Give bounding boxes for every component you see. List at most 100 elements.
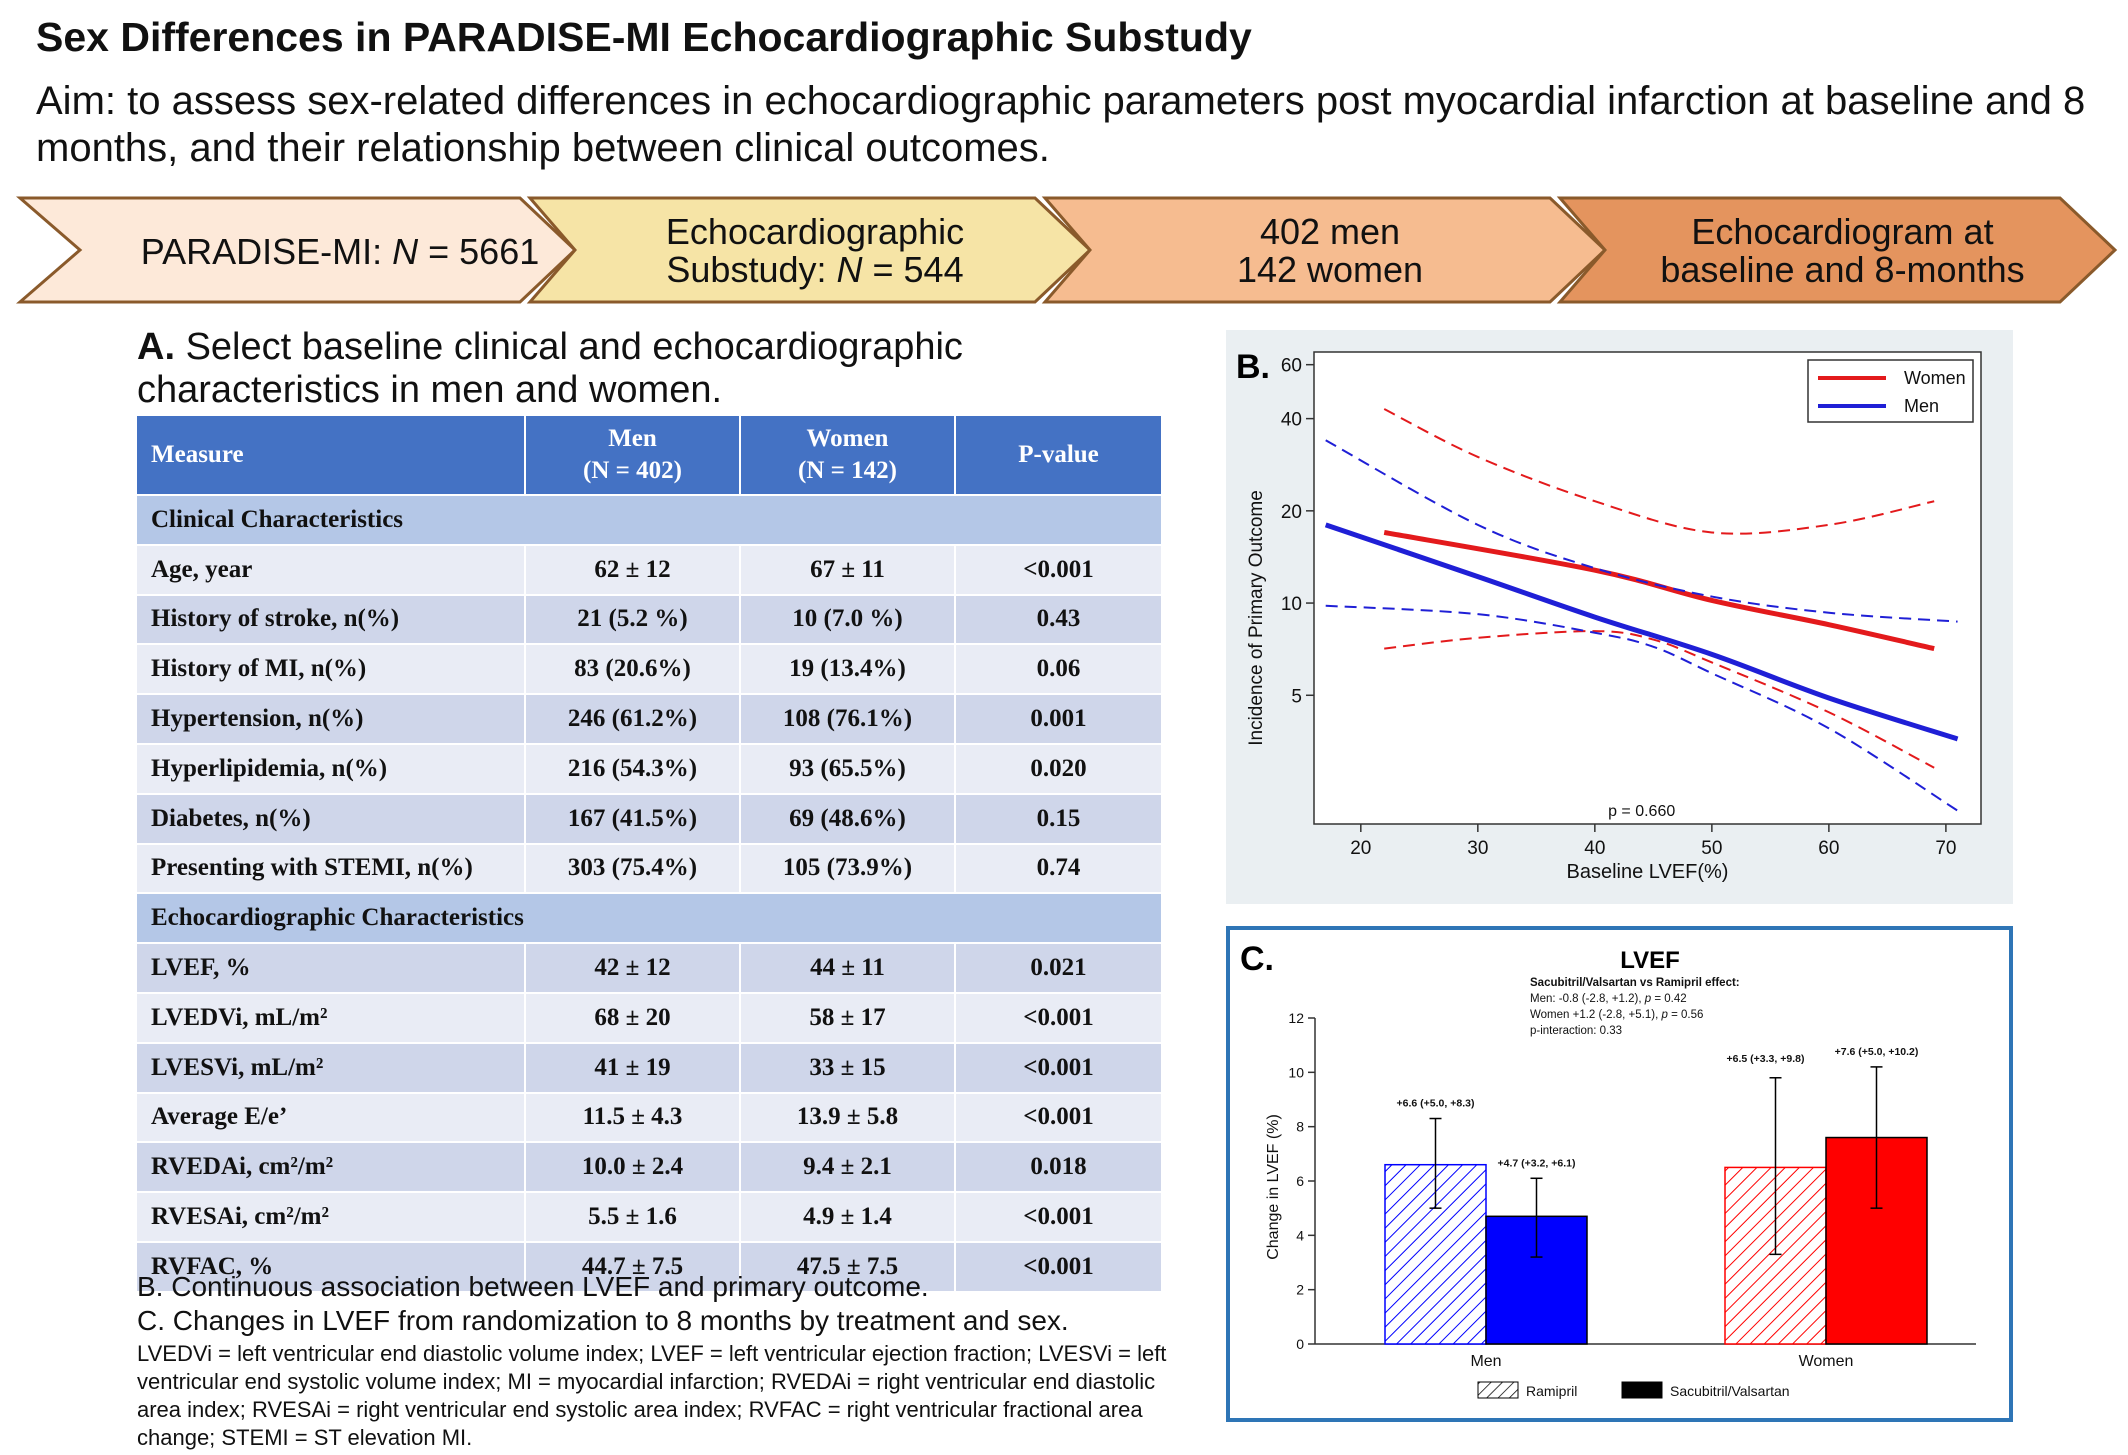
ci-line-lower-ci	[1325, 604, 1959, 812]
x-axis-label: Baseline LVEF(%)	[1567, 861, 1729, 883]
cell-p-value: <0.001	[955, 1240, 1161, 1291]
panel-c: C. LVEF Sacubitril/Valsartan vs Ramipril e…	[1226, 926, 2013, 1422]
panel-c-letter: C.	[1240, 940, 1274, 978]
flow-step-1: PARADISE-MI: N = 5661	[15, 196, 578, 304]
flow-step-text: 142 women	[1237, 249, 1423, 290]
note-panel-b: B. Continuous association between LVEF a…	[137, 1271, 929, 1302]
x-tick-label: 20	[1350, 838, 1371, 859]
cell-women: 19 (13.4%)	[740, 643, 956, 695]
category-label: Women	[1799, 1353, 1854, 1370]
cell-measure: RVESAi, cm²/m²	[137, 1191, 526, 1242]
cell-men: 216 (54.3%)	[525, 742, 741, 794]
y-tick-label: 0	[1296, 1336, 1304, 1352]
y-tick-label: 12	[1288, 1010, 1304, 1026]
cell-measure: Age, year	[137, 543, 526, 595]
table-row: RVESAi, cm²/m² 5.5 ± 1.6 4.9 ± 1.4 <0.001	[137, 1191, 1161, 1242]
cell-men: 44.7 ± 7.5	[525, 1240, 741, 1291]
cell-p-value: 0.74	[955, 842, 1161, 894]
table-row: LVESVi, mL/m² 41 ± 19 33 ± 15 <0.001	[137, 1041, 1161, 1093]
cell-women: 58 ± 17	[740, 991, 956, 1043]
effect-summary-line: p-interaction: 0.33	[1530, 1025, 1622, 1037]
error-bar	[1870, 1066, 1883, 1209]
table-row: LVEF, % 42 ± 12 44 ± 11 0.021	[137, 942, 1161, 993]
cell-p-value: <0.001	[955, 991, 1161, 1043]
cell-women: 108 (76.1%)	[740, 693, 956, 744]
y-tick-label: 4	[1296, 1227, 1304, 1243]
series-line-men	[1324, 522, 1959, 742]
cell-women: 69 (48.6%)	[740, 792, 956, 844]
aim-statement: Aim: to assess sex-related differences i…	[36, 79, 2086, 170]
legend-label: Women	[1904, 368, 1966, 388]
panel-a-caption: Select baseline clinical and echocardiog…	[137, 326, 963, 411]
flow-step-text: PARADISE-MI: N = 5661	[141, 231, 540, 272]
cell-women: 33 ± 15	[740, 1041, 956, 1093]
plot-area	[1313, 351, 1982, 825]
figure-notes: B. Continuous association between LVEF a…	[137, 1270, 1177, 1452]
cell-p-value: <0.001	[955, 1091, 1161, 1143]
error-bar	[1769, 1077, 1782, 1256]
cell-women: 47.5 ± 7.5	[740, 1240, 956, 1291]
legend-label: Men	[1904, 396, 1939, 416]
col-women-n: (N = 142)	[798, 457, 897, 484]
cell-men: 41 ± 19	[525, 1041, 741, 1093]
table-row: LVEDVi, mL/m² 68 ± 20 58 ± 17 <0.001	[137, 991, 1161, 1043]
panel-a-letter: A.	[137, 326, 175, 368]
cell-measure: LVESVi, mL/m²	[137, 1041, 526, 1093]
cell-men: 62 ± 12	[525, 543, 741, 595]
table-section-row: Clinical Characteristics	[137, 494, 1161, 545]
legend-label: Ramipril	[1526, 1383, 1577, 1399]
cell-men: 83 (20.6%)	[525, 643, 741, 695]
cell-p-value: <0.001	[955, 543, 1161, 595]
cell-p-value: 0.018	[955, 1141, 1161, 1193]
table-header-row: Measure Men (N = 402) Women (N = 142) P-…	[137, 416, 1161, 495]
x-tick-label: 30	[1467, 838, 1488, 859]
cell-measure: RVEDAi, cm²/m²	[137, 1141, 526, 1193]
section-title: Echocardiographic Characteristics	[137, 892, 1161, 944]
cell-women: 10 (7.0 %)	[740, 593, 956, 645]
legend-swatch	[1477, 1381, 1519, 1399]
cell-men: 11.5 ± 4.3	[525, 1091, 741, 1143]
cell-measure: LVEF, %	[137, 942, 526, 993]
cell-women: 13.9 ± 5.8	[740, 1091, 956, 1143]
col-men-n: (N = 402)	[583, 457, 682, 484]
col-women-label: Women	[806, 425, 889, 452]
lvef-outcome-chart: B. 5 10 20 40 60 20 30 40 50 60 70 Baseline LVEF(%) I…	[1236, 348, 1982, 883]
cell-measure: Hypertension, n(%)	[137, 693, 526, 744]
y-tick-label: 2	[1296, 1282, 1304, 1298]
cell-measure: Average E/e’	[137, 1091, 526, 1143]
y-tick-label: 10	[1288, 1064, 1304, 1080]
characteristics-table: Measure Men (N = 402) Women (N = 142) P-…	[137, 416, 1161, 1291]
table-row: Hyperlipidemia, n(%) 216 (54.3%) 93 (65.5%…	[137, 742, 1161, 794]
ci-line-upper-ci	[1383, 408, 1935, 535]
bar-value-label: +6.6 (+5.0, +8.3)	[1397, 1098, 1475, 1110]
p-value-annotation: p = 0.660	[1608, 803, 1675, 820]
error-bar	[1429, 1117, 1442, 1209]
bar-value-label: +7.6 (+5.0, +10.2)	[1835, 1046, 1919, 1058]
cell-measure: History of stroke, n(%)	[137, 593, 526, 645]
cell-men: 68 ± 20	[525, 991, 741, 1043]
note-panel-c: C. Changes in LVEF from randomization to…	[137, 1305, 1069, 1336]
col-men-label: Men	[608, 425, 657, 452]
error-bar	[1530, 1177, 1543, 1258]
lvef-change-chart: C. LVEF Sacubitril/Valsartan vs Ramipril e…	[1240, 940, 1976, 1399]
infographic-title: Sex Differences in PARADISE-MI Echocardi…	[36, 14, 1252, 60]
table-row: Diabetes, n(%) 167 (41.5%) 69 (48.6%) 0.15	[137, 792, 1161, 844]
cell-men: 42 ± 12	[525, 942, 741, 993]
y-axis-label: Change in LVEF (%)	[1265, 1114, 1282, 1260]
cell-measure: Presenting with STEMI, n(%)	[137, 842, 526, 894]
cell-measure: LVEDVi, mL/m²	[137, 991, 526, 1043]
cell-women: 105 (73.9%)	[740, 842, 956, 894]
cell-men: 5.5 ± 1.6	[525, 1191, 741, 1242]
y-tick-label: 40	[1281, 410, 1302, 431]
legend-swatch	[1621, 1381, 1663, 1399]
section-title: Clinical Characteristics	[137, 494, 1161, 545]
cell-p-value: 0.15	[955, 792, 1161, 844]
y-tick-label: 10	[1281, 594, 1302, 615]
cell-women: 4.9 ± 1.4	[740, 1191, 956, 1242]
abbreviations-note: LVEDVi = left ventricular end diastolic …	[137, 1341, 1167, 1450]
y-tick-label: 60	[1281, 356, 1302, 377]
cell-measure: History of MI, n(%)	[137, 643, 526, 695]
cell-p-value: 0.001	[955, 693, 1161, 744]
cell-men: 303 (75.4%)	[525, 842, 741, 894]
